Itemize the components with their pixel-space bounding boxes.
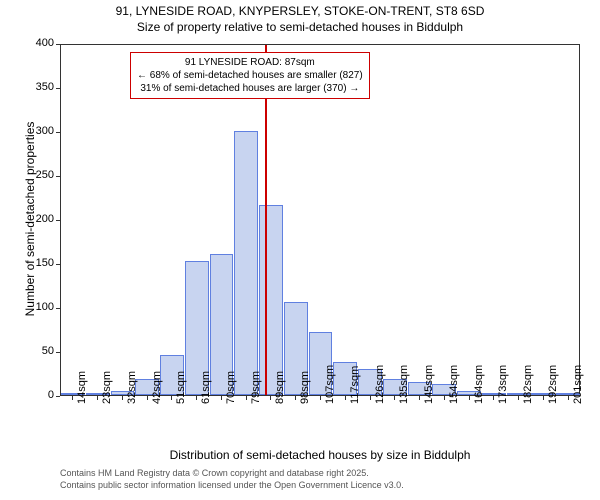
x-tick-label: 154sqm	[448, 365, 460, 404]
x-tick-label: 192sqm	[547, 365, 559, 404]
y-tick-mark	[56, 176, 60, 177]
title-line-2: Size of property relative to semi-detach…	[0, 20, 600, 36]
y-tick-mark	[56, 44, 60, 45]
x-tick-mark	[394, 396, 395, 400]
x-tick-mark	[246, 396, 247, 400]
y-tick-mark	[56, 396, 60, 397]
x-tick-mark	[196, 396, 197, 400]
y-tick-label: 0	[26, 389, 54, 401]
x-tick-label: 182sqm	[522, 365, 534, 404]
y-tick-mark	[56, 220, 60, 221]
annotation-box: 91 LYNESIDE ROAD: 87sqm ← 68% of semi-de…	[130, 52, 370, 99]
histogram-bar	[259, 205, 283, 395]
annotation-line-2: ← 68% of semi-detached houses are smalle…	[137, 69, 363, 82]
x-tick-label: 164sqm	[473, 365, 485, 404]
x-tick-mark	[543, 396, 544, 400]
y-tick-mark	[56, 308, 60, 309]
x-tick-label: 70sqm	[225, 371, 237, 404]
x-tick-mark	[419, 396, 420, 400]
histogram-bar	[234, 131, 258, 395]
x-tick-mark	[122, 396, 123, 400]
x-tick-mark	[568, 396, 569, 400]
x-tick-label: 201sqm	[572, 365, 584, 404]
x-tick-label: 42sqm	[151, 371, 163, 404]
x-tick-mark	[444, 396, 445, 400]
x-tick-mark	[171, 396, 172, 400]
x-tick-mark	[469, 396, 470, 400]
y-tick-label: 300	[26, 125, 54, 137]
x-axis-label: Distribution of semi-detached houses by …	[60, 448, 580, 462]
y-tick-label: 200	[26, 213, 54, 225]
title-line-1: 91, LYNESIDE ROAD, KNYPERSLEY, STOKE-ON-…	[0, 4, 600, 20]
x-tick-mark	[493, 396, 494, 400]
x-tick-mark	[320, 396, 321, 400]
x-tick-label: 126sqm	[374, 365, 386, 404]
x-tick-mark	[295, 396, 296, 400]
x-tick-label: 79sqm	[250, 371, 262, 404]
x-tick-label: 14sqm	[76, 371, 88, 404]
x-tick-label: 117sqm	[349, 366, 361, 404]
y-tick-mark	[56, 264, 60, 265]
footer-line-1: Contains HM Land Registry data © Crown c…	[60, 468, 369, 478]
x-tick-label: 51sqm	[175, 371, 187, 404]
x-tick-mark	[518, 396, 519, 400]
x-tick-mark	[270, 396, 271, 400]
x-tick-mark	[97, 396, 98, 400]
annotation-line-3: 31% of semi-detached houses are larger (…	[137, 82, 363, 95]
y-tick-label: 150	[26, 257, 54, 269]
x-tick-mark	[72, 396, 73, 400]
x-tick-label: 135sqm	[398, 365, 410, 404]
y-tick-mark	[56, 88, 60, 89]
y-tick-mark	[56, 132, 60, 133]
x-tick-mark	[370, 396, 371, 400]
y-tick-label: 50	[26, 345, 54, 357]
chart-container: 91, LYNESIDE ROAD, KNYPERSLEY, STOKE-ON-…	[0, 0, 600, 500]
x-tick-mark	[345, 396, 346, 400]
footer-line-2: Contains public sector information licen…	[60, 480, 404, 490]
x-tick-label: 89sqm	[274, 371, 286, 404]
y-tick-label: 250	[26, 169, 54, 181]
x-tick-label: 32sqm	[126, 371, 138, 404]
y-tick-label: 350	[26, 81, 54, 93]
chart-title: 91, LYNESIDE ROAD, KNYPERSLEY, STOKE-ON-…	[0, 0, 600, 35]
x-tick-mark	[221, 396, 222, 400]
x-tick-label: 173sqm	[497, 365, 509, 404]
y-tick-mark	[56, 352, 60, 353]
y-tick-label: 400	[26, 37, 54, 49]
x-tick-label: 145sqm	[423, 365, 435, 404]
x-tick-label: 61sqm	[200, 371, 212, 404]
y-tick-label: 100	[26, 301, 54, 313]
x-tick-label: 23sqm	[101, 371, 113, 404]
annotation-line-1: 91 LYNESIDE ROAD: 87sqm	[137, 56, 363, 69]
x-tick-mark	[147, 396, 148, 400]
x-tick-label: 107sqm	[324, 365, 336, 404]
x-tick-label: 98sqm	[299, 371, 311, 404]
